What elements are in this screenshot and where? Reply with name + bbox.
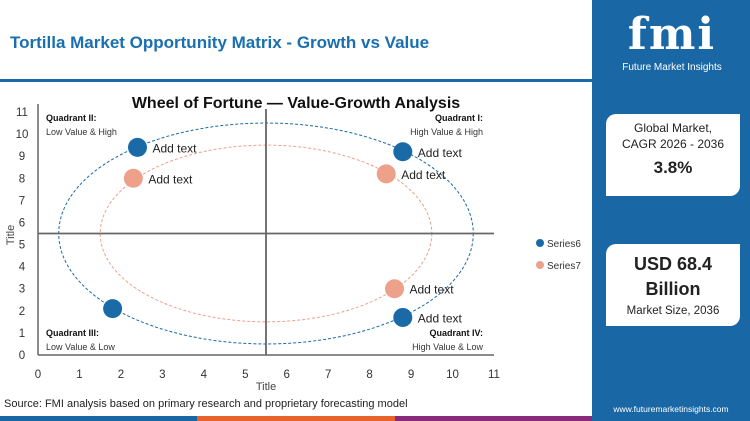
data-label: Add text [401, 168, 446, 182]
cagr-value: 3.8% [653, 158, 693, 177]
x-tick-label: 9 [408, 369, 414, 381]
x-tick-label: 6 [284, 369, 290, 381]
source-note: Source: FMI analysis based on primary re… [4, 398, 408, 410]
footer-stripe [0, 416, 592, 421]
data-label: Add text [152, 141, 197, 155]
legend-label: Series6 [547, 239, 581, 250]
logo-mark: fmi [627, 9, 717, 60]
sidebar: fmi Future Market Insights Global Market… [592, 0, 750, 421]
y-tick-label: 9 [19, 151, 25, 163]
data-point-series6 [393, 142, 413, 162]
y-tick-label: 3 [19, 284, 25, 296]
y-tick-label: 10 [16, 129, 29, 141]
chart-title: Wheel of Fortune — Value-Growth Analysis [132, 95, 460, 112]
data-point-series6 [127, 137, 147, 157]
quadrant-desc: Low Value & Low [46, 342, 115, 352]
x-tick-label: 11 [488, 369, 500, 381]
quadrant-desc: Low Value & High [46, 127, 117, 137]
cagr-label-2: CAGR 2026 - 2036 [621, 137, 725, 151]
x-tick-label: 7 [325, 369, 331, 381]
fmi-logo: fmi Future Market Insights [612, 8, 732, 73]
data-point-series6 [393, 307, 413, 327]
y-tick-label: 7 [19, 195, 25, 207]
legend-label: Series7 [547, 261, 581, 272]
data-label: Add text [410, 283, 455, 297]
website-link[interactable]: www.futuremarketinsights.com [613, 404, 729, 414]
header: Tortilla Market Opportunity Matrix - Gro… [0, 0, 592, 82]
y-tick-label: 8 [19, 173, 25, 185]
x-tick-label: 10 [446, 369, 459, 381]
chart: Wheel of Fortune — Value-Growth Analysis… [5, 95, 581, 393]
y-axis-label: Title [5, 225, 17, 245]
legend-marker-series7 [536, 261, 544, 269]
data-point-series7 [385, 279, 405, 299]
x-tick-label: 8 [366, 369, 372, 381]
y-tick-label: 1 [19, 328, 25, 340]
legend-marker-series6 [536, 239, 544, 247]
size-label: Market Size, 2036 [626, 305, 720, 317]
y-tick-label: 11 [16, 107, 28, 119]
quadrant-desc: High Value & High [410, 127, 483, 137]
y-tick-label: 4 [19, 262, 26, 274]
data-label: Add text [148, 172, 193, 186]
x-tick-label: 5 [242, 369, 248, 381]
quadrant-desc: High Value & Low [412, 342, 483, 352]
y-tick-label: 6 [19, 217, 25, 229]
data-label: Add text [418, 311, 463, 325]
cagr-label-1: Global Market, [633, 121, 713, 135]
x-tick-label: 1 [76, 369, 82, 381]
x-tick-label: 3 [159, 369, 165, 381]
data-point-series7 [123, 168, 143, 188]
data-point-series7 [376, 164, 396, 184]
quadrant-name: Quadrant III: [46, 328, 99, 338]
data-label: Add text [418, 146, 463, 160]
quadrant-name: Quadrant IV: [429, 328, 483, 338]
x-axis-label: Title [256, 381, 276, 393]
y-tick-label: 0 [19, 350, 25, 362]
size-value-1: USD 68.4 [633, 254, 713, 274]
x-tick-label: 4 [201, 369, 208, 381]
data-point-series6 [103, 299, 123, 319]
market-size-card: USD 68.4 Billion Market Size, 2036 [606, 244, 740, 326]
logo-subtitle: Future Market Insights [622, 62, 722, 73]
x-tick-label: 2 [118, 369, 124, 381]
page-title: Tortilla Market Opportunity Matrix - Gro… [10, 33, 430, 52]
quadrant-name: Quadrant II: [46, 113, 97, 123]
size-value-2: Billion [645, 279, 701, 299]
y-tick-label: 5 [19, 240, 25, 252]
cagr-card: Global Market, CAGR 2026 - 2036 3.8% [606, 114, 740, 196]
quadrant-name: Quadrant I: [435, 113, 483, 123]
y-tick-label: 2 [19, 306, 25, 318]
x-tick-label: 0 [35, 369, 41, 381]
